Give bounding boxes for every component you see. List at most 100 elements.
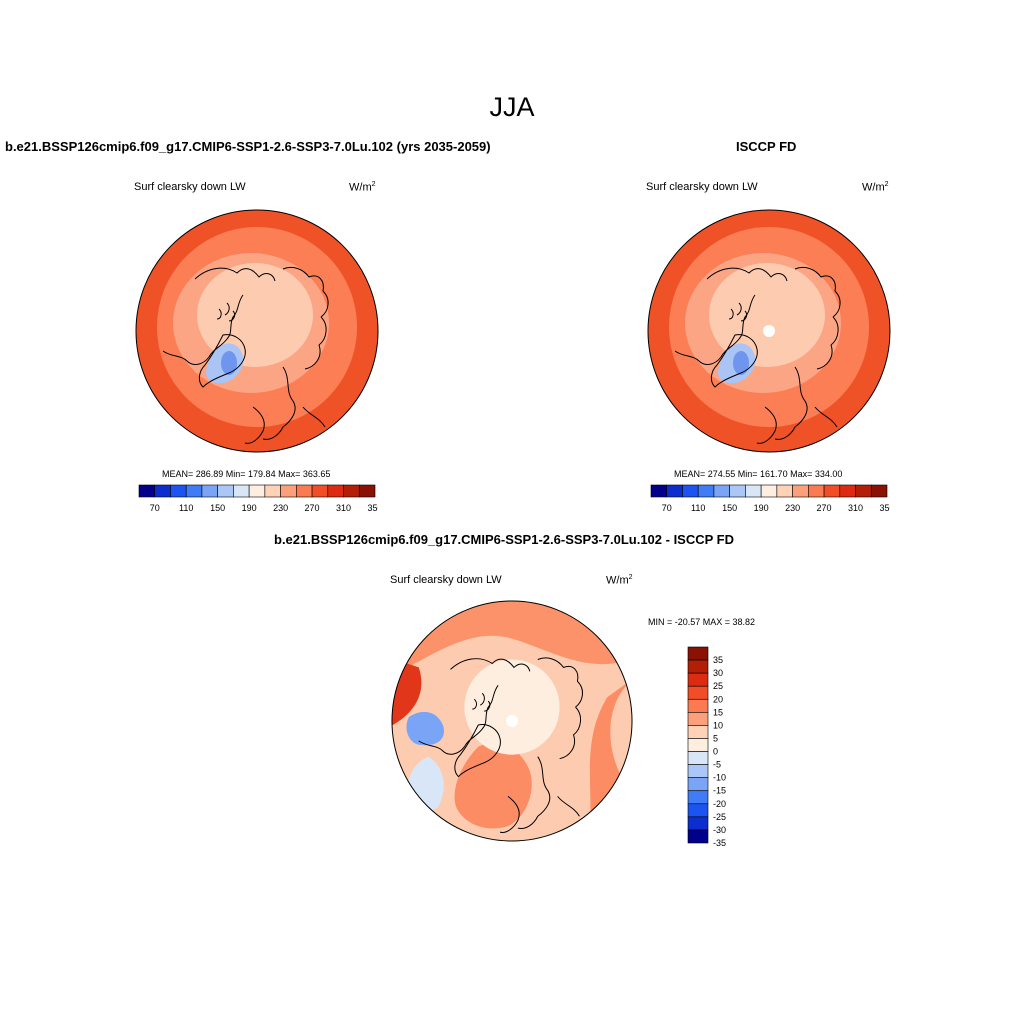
coastline <box>162 350 210 365</box>
colorbar-tick-label: 5 <box>713 733 718 743</box>
colorbar-swatch <box>264 484 281 498</box>
map-field <box>391 600 633 842</box>
diff-variable-label: Surf clearsky down LW <box>390 574 502 586</box>
colorbar-tick-label: 30 <box>713 668 723 678</box>
colorbar-tick-label: 150 <box>210 503 225 513</box>
colorbar-swatch <box>687 777 709 792</box>
obs-panel-title: ISCCP FD <box>736 139 797 154</box>
colorbar-tick-label: -30 <box>713 825 726 835</box>
coastline <box>559 706 581 760</box>
model-units-label: W/m2 <box>349 181 376 194</box>
colorbar-tick-label: -25 <box>713 812 726 822</box>
model-colorbar: 70 110 150 190 230 270 310 350 <box>138 484 378 513</box>
diff-colorbar: 35 30 25 20 15 10 5 0 -5 -10 -15 -20 -25 -30 -35 <box>687 646 726 846</box>
colorbar-swatch <box>682 484 699 498</box>
coastline <box>774 366 808 440</box>
coastline <box>499 795 520 833</box>
colorbar-swatch <box>687 829 709 844</box>
colorbar-swatch <box>870 484 888 498</box>
colorbar-swatch <box>327 484 344 498</box>
colorbar-swatch <box>154 484 171 498</box>
colorbar-tick-label: 0 <box>713 747 718 757</box>
colorbar-swatch <box>776 484 793 498</box>
diff-minmax-label: MIN = -20.57 MAX = 38.82 <box>648 617 756 627</box>
colorbar-swatch <box>217 484 234 498</box>
colorbar-tick-label: 270 <box>305 503 320 513</box>
coastline <box>244 406 265 444</box>
colorbar-tick-label: 350 <box>367 503 378 513</box>
colorbar-tick-label: 350 <box>879 503 890 513</box>
colorbar-swatch <box>311 484 329 498</box>
colorbar-swatch <box>138 484 156 498</box>
colorbar-tick-label: 190 <box>754 503 769 513</box>
model-panel-title: b.e21.BSSP126cmip6.f09_g17.CMIP6-SSP1-2.… <box>5 139 491 154</box>
model-variable-label: Surf clearsky down LW <box>134 181 246 193</box>
coastline <box>208 294 244 358</box>
map-field <box>136 210 378 452</box>
colorbar-tick-label: 310 <box>848 503 863 513</box>
coastline <box>198 334 246 388</box>
colorbar-swatch <box>687 790 709 805</box>
colorbar-swatch <box>343 484 360 498</box>
colorbar-tick-label: 10 <box>713 720 723 730</box>
diff-units-label: W/m2 <box>606 574 633 587</box>
coastline <box>814 406 838 428</box>
coastline <box>194 267 276 282</box>
colorbar-swatch <box>687 698 709 713</box>
colorbar-swatch <box>823 484 841 498</box>
colorbar-swatch <box>729 484 746 498</box>
obs-units-label: W/m2 <box>862 181 889 194</box>
coastline <box>282 266 329 318</box>
colorbar-tick-label: 190 <box>242 503 257 513</box>
colorbar-tick-label: 230 <box>273 503 288 513</box>
pole-hole <box>763 325 775 337</box>
colorbar-tick-label: 35 <box>713 655 723 665</box>
colorbar-tick-label: 110 <box>691 503 705 513</box>
coastline <box>794 266 841 318</box>
colorbar-swatch <box>687 764 709 778</box>
colorbar-tick-label: -20 <box>713 799 726 809</box>
coastline <box>262 366 296 440</box>
obs-variable-label: Surf clearsky down LW <box>646 181 758 193</box>
colorbar-tick-label: -5 <box>713 760 721 770</box>
colorbar-swatch <box>697 484 715 498</box>
colorbar-tick-label: 70 <box>150 503 160 513</box>
colorbar-swatch <box>760 484 778 498</box>
colorbar-swatch <box>808 484 825 498</box>
coastline <box>216 302 236 322</box>
colorbar-tick-label: -10 <box>713 773 726 783</box>
colorbar-swatch <box>839 484 856 498</box>
colorbar-swatch <box>687 646 709 661</box>
colorbar-tick-label: 25 <box>713 681 723 691</box>
field-region-south <box>454 742 532 829</box>
colorbar-swatch <box>687 685 709 700</box>
coastline <box>517 756 551 830</box>
coastline <box>302 406 326 428</box>
obs-stats-label: MEAN= 274.55 Min= 161.70 Max= 334.00 <box>674 469 843 479</box>
coastline <box>674 350 722 365</box>
map-boundary <box>135 209 379 453</box>
field-region-central <box>197 263 313 367</box>
coastline <box>728 302 748 322</box>
colorbar-swatch <box>855 484 872 498</box>
field-region-greenland-core <box>733 351 749 375</box>
colorbar-swatch <box>280 484 297 498</box>
coastline <box>304 316 327 370</box>
diff-polar-map <box>391 600 633 842</box>
pole-hole <box>506 715 518 727</box>
colorbar-swatch <box>713 484 730 498</box>
field-region-central <box>709 263 825 367</box>
colorbar-swatch <box>687 659 709 674</box>
colorbar-swatch <box>687 738 709 752</box>
field-region-center <box>464 659 560 755</box>
coastline <box>472 692 491 712</box>
colorbar-swatch <box>687 672 709 687</box>
colorbar-swatch <box>745 484 762 498</box>
colorbar-swatch <box>687 816 709 831</box>
colorbar-swatch <box>296 484 313 498</box>
colorbar-tick-label: 310 <box>336 503 351 513</box>
coastline <box>706 267 788 282</box>
field-region-blue-west <box>406 711 444 746</box>
coastline <box>418 740 465 755</box>
coastline <box>454 724 501 778</box>
